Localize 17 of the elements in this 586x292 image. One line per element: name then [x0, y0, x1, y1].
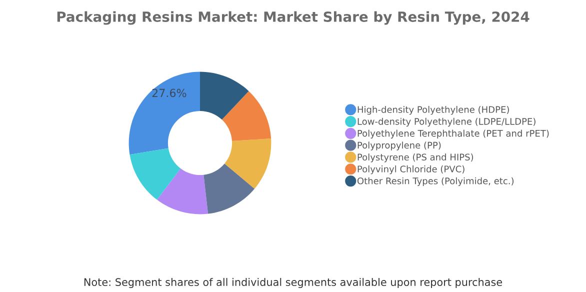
donut-slice: [128, 72, 200, 155]
chart-title: Packaging Resins Market: Market Share by Resin Type, 2024: [57, 11, 530, 25]
legend-label: Polystyrene (PS and HIPS): [358, 154, 474, 162]
legend-label: Polypropylene (PP): [358, 142, 441, 150]
donut-slice: [224, 138, 272, 189]
legend-label: Polyethylene Terephthalate (PET and rPET): [358, 130, 549, 138]
donut-slice: [222, 91, 272, 141]
donut-slice: [130, 148, 181, 200]
legend-label: Other Resin Types (Polyimide, etc.): [357, 177, 514, 186]
donut-slice: [200, 72, 249, 120]
legend-label: Low-density Polyethylene (LDPE/LLDPE): [358, 118, 536, 127]
donut-slice: [204, 164, 255, 214]
text: Note: Segment shares of all individual segments available upon report purchase: [84, 278, 502, 288]
data-label: 27.6%: [152, 88, 186, 98]
legend-label: High-density Polyethylene (HDPE): [358, 106, 509, 115]
legend-label: Polyvinyl Chloride (PVC): [358, 165, 464, 174]
donut-slice: [157, 168, 208, 214]
